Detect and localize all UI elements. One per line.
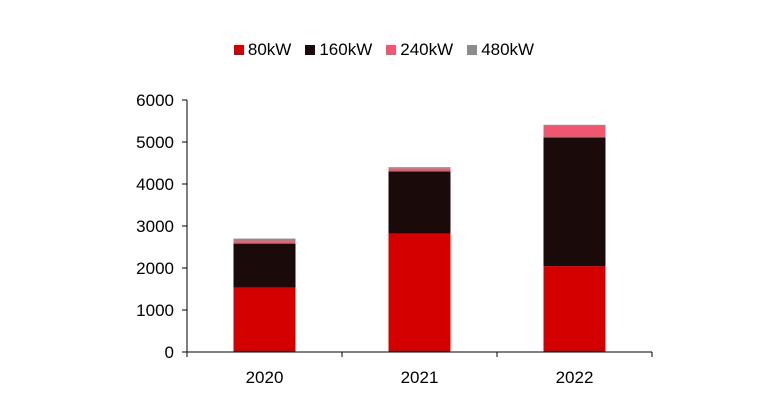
bar-480kw-2020 (233, 238, 296, 242)
legend-label-480kw: 480kW (481, 40, 535, 59)
bar-160kw-2020 (233, 243, 296, 288)
bar-240kw-2021 (388, 168, 451, 172)
bar-480kw-2021 (388, 167, 451, 169)
legend-swatch-160kw (305, 45, 316, 55)
bars-group (233, 124, 606, 352)
legend-label-80kw: 80kW (247, 40, 292, 59)
y-tick-label-6000: 6000 (136, 91, 174, 110)
x-tick-label-2022: 2022 (556, 368, 594, 387)
y-tick-label-5000: 5000 (136, 133, 174, 152)
bar-80kw-2020 (233, 287, 296, 352)
legend-item-160kw: 160kW (305, 40, 372, 60)
bar-240kw-2022 (543, 126, 606, 138)
y-tick-label-4000: 4000 (136, 175, 174, 194)
axes-group: 2020 2021 2022 0 1000 2000 3000 4000 5000 6000 (136, 91, 653, 387)
legend-item-240kw: 240kW (386, 40, 453, 60)
y-tick-label-2000: 2000 (136, 259, 174, 278)
bar-80kw-2021 (388, 233, 451, 352)
x-tick-label-2020: 2020 (246, 368, 284, 387)
legend-item-480kw: 480kW (467, 40, 534, 60)
legend-swatch-480kw (467, 45, 478, 55)
legend-label-160kw: 160kW (319, 40, 373, 59)
y-tick-label-3000: 3000 (136, 217, 174, 236)
legend-label-240kw: 240kW (400, 40, 454, 59)
x-tick-label-2021: 2021 (401, 368, 439, 387)
chart-legend: 80kW 160kW 240kW 480kW (0, 40, 768, 60)
bar-160kw-2021 (388, 171, 451, 234)
bar-240kw-2020 (233, 241, 296, 244)
bar-80kw-2022 (543, 266, 606, 352)
legend-swatch-80kw (233, 45, 244, 55)
bar-480kw-2022 (543, 124, 606, 127)
legend-swatch-240kw (386, 45, 397, 55)
y-tick-label-1000: 1000 (136, 301, 174, 320)
bar-160kw-2022 (543, 137, 606, 267)
y-tick-label-0: 0 (165, 343, 174, 362)
legend-item-80kw: 80kW (233, 40, 292, 60)
